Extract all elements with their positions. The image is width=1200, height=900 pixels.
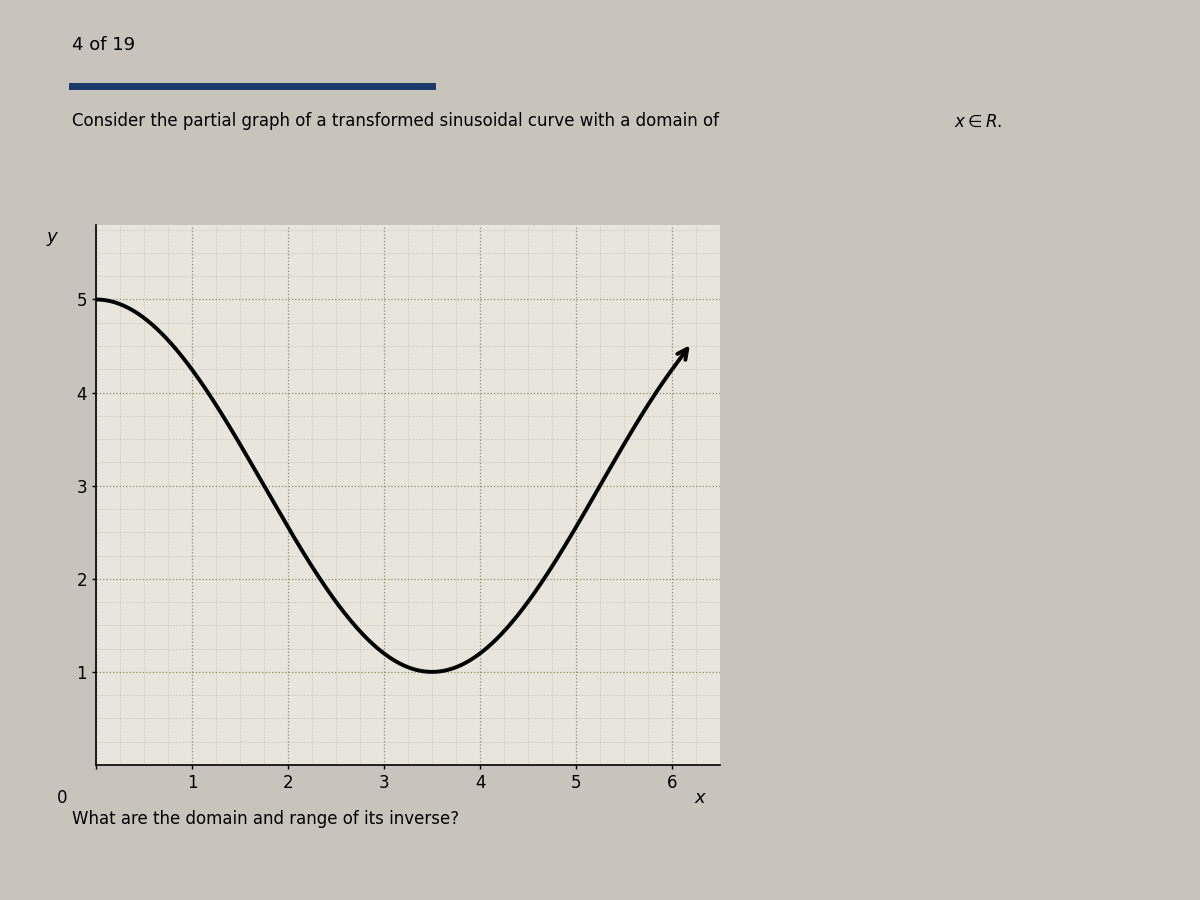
Text: 0: 0 (58, 788, 67, 806)
Text: $x$: $x$ (694, 788, 708, 806)
Text: What are the domain and range of its inverse?: What are the domain and range of its inv… (72, 810, 460, 828)
Text: $y$: $y$ (46, 230, 60, 248)
Text: $x \in R$.: $x \in R$. (954, 112, 1002, 130)
Text: 4 of 19: 4 of 19 (72, 36, 136, 54)
Text: Consider the partial graph of a transformed sinusoidal curve with a domain of: Consider the partial graph of a transfor… (72, 112, 725, 130)
